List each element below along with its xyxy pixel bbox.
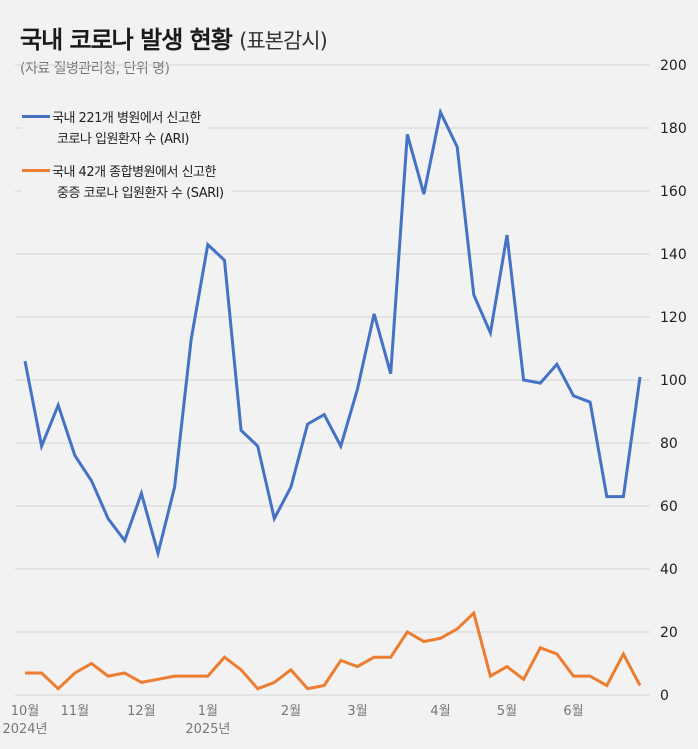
y-tick-label: 40 (660, 562, 678, 578)
chart-title-main: 국내 코로나 발생 현황 (20, 26, 233, 54)
x-tick-label: 3월 (347, 704, 367, 719)
legend-swatch-sari (22, 169, 50, 172)
y-tick-label: 180 (660, 121, 687, 137)
y-tick-label: 60 (660, 499, 678, 515)
y-tick-label: 0 (660, 688, 669, 704)
y-tick-label: 120 (660, 310, 687, 326)
x-tick-year-label: 2024년 (2, 722, 47, 737)
chart-title: 국내 코로나 발생 현황 (표본감시) (20, 20, 328, 55)
legend-label-sari-line2: 중증 코로나 입원환자 수 (SARI) (57, 186, 224, 201)
gridlines (15, 64, 650, 696)
y-tick-label: 20 (660, 625, 678, 641)
x-tick-label: 4월 (430, 704, 450, 719)
y-tick-label: 100 (660, 373, 687, 389)
legend-item-sari: 국내 42개 종합병원에서 신고한 중증 코로나 입원환자 수 (SARI) (22, 162, 232, 204)
x-tick-label: 5월 (497, 704, 517, 719)
x-axis-ticks: 10월 2024년 11월 12월 1월 2025년 2월 3월 4월 5월 6월 (2, 704, 583, 737)
x-tick-label: 10월 (11, 704, 40, 719)
legend-label-ari-line2: 코로나 입원환자 수 (ARI) (57, 132, 189, 147)
y-tick-label: 80 (660, 436, 678, 452)
legend-swatch-ari (22, 115, 50, 118)
x-tick-label: 12월 (127, 704, 156, 719)
y-tick-label: 200 (660, 58, 687, 74)
x-tick-label: 2월 (281, 704, 301, 719)
x-tick-year-label: 2025년 (185, 722, 230, 737)
series-line-ari (23, 107, 642, 560)
x-tick-label: 11월 (61, 704, 90, 719)
y-tick-label: 140 (660, 247, 687, 263)
legend-label-ari-line1: 국내 221개 병원에서 신고한 (52, 111, 201, 126)
series-lines (23, 107, 642, 691)
x-tick-label: 6월 (563, 704, 583, 719)
chart-title-suffix: (표본감시) (239, 29, 328, 53)
series-line-sari (25, 610, 642, 691)
y-axis-ticks: 0 20 40 60 80 100 120 140 160 180 200 (660, 58, 687, 704)
x-tick-label: 1월 (198, 704, 218, 719)
legend-item-ari: 국내 221개 병원에서 신고한 코로나 입원환자 수 (ARI) (22, 108, 209, 150)
y-tick-label: 160 (660, 184, 687, 200)
legend-label-sari-line1: 국내 42개 종합병원에서 신고한 (52, 165, 216, 180)
